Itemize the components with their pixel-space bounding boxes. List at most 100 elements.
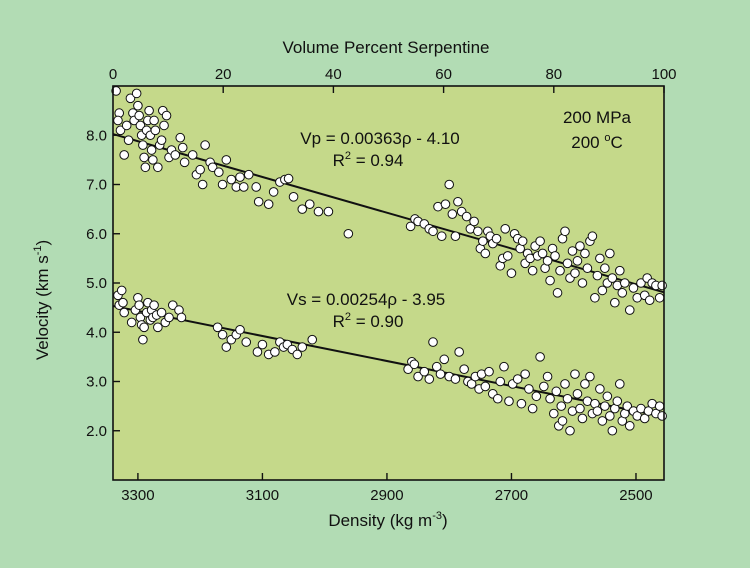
- vs-data-point: [556, 401, 567, 411]
- vp-data-point: [235, 172, 245, 182]
- vs-data-point: [292, 349, 303, 360]
- vs-data-point: [454, 347, 464, 357]
- vp-data-point: [491, 233, 502, 244]
- vs-data-point: [466, 379, 477, 389]
- vs-data-point: [480, 381, 491, 392]
- vs-data-point: [602, 391, 613, 402]
- vs-data-point: [585, 371, 595, 382]
- vp-data-point: [614, 265, 625, 276]
- vp-data-point: [628, 283, 639, 293]
- vp-data-point: [572, 256, 583, 266]
- vs-data-point: [257, 339, 268, 350]
- vs-equation-label: Vs = 0.00254ρ - 3.95: [287, 290, 446, 309]
- vs-data-point: [241, 337, 252, 347]
- vs-data-point: [527, 403, 538, 414]
- vs-data-point: [607, 425, 618, 436]
- vp-data-point: [517, 236, 528, 246]
- vs-data-point: [592, 406, 603, 416]
- vs-data-point: [565, 425, 575, 436]
- x-axis-density: 3300 3100 2900 2700 2500: [121, 473, 653, 504]
- vp-data-point: [450, 231, 461, 242]
- vp-data-point: [461, 211, 472, 222]
- vs-data-point: [577, 413, 588, 424]
- vs-data-point: [504, 396, 514, 407]
- vp-data-point: [135, 120, 146, 131]
- vs-data-point: [545, 393, 555, 404]
- vp-data-point: [502, 251, 513, 261]
- vp-data-point: [545, 275, 555, 286]
- vs-data-point: [524, 384, 534, 394]
- vp-data-point: [221, 155, 232, 165]
- y-axis-velocity: 2.0 3.0 4.0 5.0 6.0 7.0 8.0: [86, 127, 120, 440]
- y-axis-title: Velocity (km s-1): [32, 240, 52, 360]
- vs-data-point: [212, 322, 223, 333]
- vp-data-point: [175, 132, 186, 143]
- vp-data-point: [577, 278, 588, 288]
- vs-data-point: [431, 361, 442, 372]
- x-tick-label: 3300: [121, 487, 154, 504]
- vp-data-point: [542, 256, 553, 266]
- vs-data-point: [484, 366, 494, 377]
- vp-data-point: [560, 226, 570, 237]
- vp-data-point: [304, 199, 315, 209]
- vs-data-point: [270, 347, 280, 357]
- pressure-label: 200 MPa: [563, 108, 632, 127]
- vp-data-point: [592, 270, 603, 281]
- vp-data-point: [597, 285, 608, 296]
- vp-data-point: [575, 241, 585, 251]
- vs-data-point: [138, 334, 148, 345]
- vp-data-point: [600, 263, 610, 274]
- vs-data-point: [439, 354, 450, 365]
- vp-data-point: [139, 152, 149, 163]
- vs-data-point: [307, 334, 318, 345]
- vs-data-point: [562, 393, 573, 404]
- vp-data-point: [197, 179, 208, 190]
- vp-data-point: [288, 192, 299, 202]
- vp-data-point: [428, 226, 438, 237]
- x2-tick-label: 80: [545, 66, 562, 83]
- vp-data-point: [595, 253, 605, 264]
- x-tick-label: 3100: [246, 487, 279, 504]
- vs-data-point: [572, 389, 583, 399]
- vp-data-point: [405, 221, 416, 232]
- vs-data-point: [535, 352, 545, 362]
- x-tick-label: 2700: [495, 487, 528, 504]
- vp-data-point: [148, 155, 158, 165]
- vs-data-point: [614, 379, 625, 389]
- vp-data-point: [159, 120, 169, 131]
- vs-data-point: [413, 371, 423, 382]
- vp-data-point: [263, 199, 274, 209]
- vs-data-point: [459, 364, 469, 374]
- vs-data-point: [156, 307, 167, 318]
- vp-data-point: [115, 125, 126, 136]
- vs-data-point: [531, 391, 542, 402]
- vp-data-point: [149, 115, 159, 126]
- vs-data-point: [542, 371, 553, 382]
- vs-data-point: [557, 416, 568, 426]
- x2-axis-title: Volume Percent Serpentine: [283, 38, 490, 57]
- vs-data-point: [549, 408, 559, 419]
- y-tick-label: 4.0: [86, 324, 107, 341]
- vs-data-point: [118, 297, 128, 308]
- vp-data-point: [243, 169, 254, 180]
- vs-data-point: [167, 300, 178, 310]
- vs-data-point: [149, 300, 159, 310]
- vp-data-point: [607, 273, 618, 283]
- vp-data-point: [323, 206, 334, 217]
- vp-data-point: [153, 162, 163, 173]
- vs-data-point: [419, 366, 430, 377]
- vp-data-point: [444, 179, 455, 190]
- vs-data-point: [153, 322, 163, 333]
- vs-data-point: [495, 376, 506, 387]
- x2-tick-label: 40: [325, 66, 342, 83]
- vp-data-point: [506, 268, 517, 278]
- y-tick-label: 6.0: [86, 226, 107, 243]
- vp-data-point: [113, 115, 123, 126]
- vp-data-point: [200, 140, 210, 150]
- vs-data-point: [450, 374, 461, 384]
- vp-data-point: [144, 105, 154, 116]
- vs-data-point: [539, 381, 549, 392]
- x-tick-label: 2500: [619, 487, 652, 504]
- vs-data-point: [492, 393, 503, 404]
